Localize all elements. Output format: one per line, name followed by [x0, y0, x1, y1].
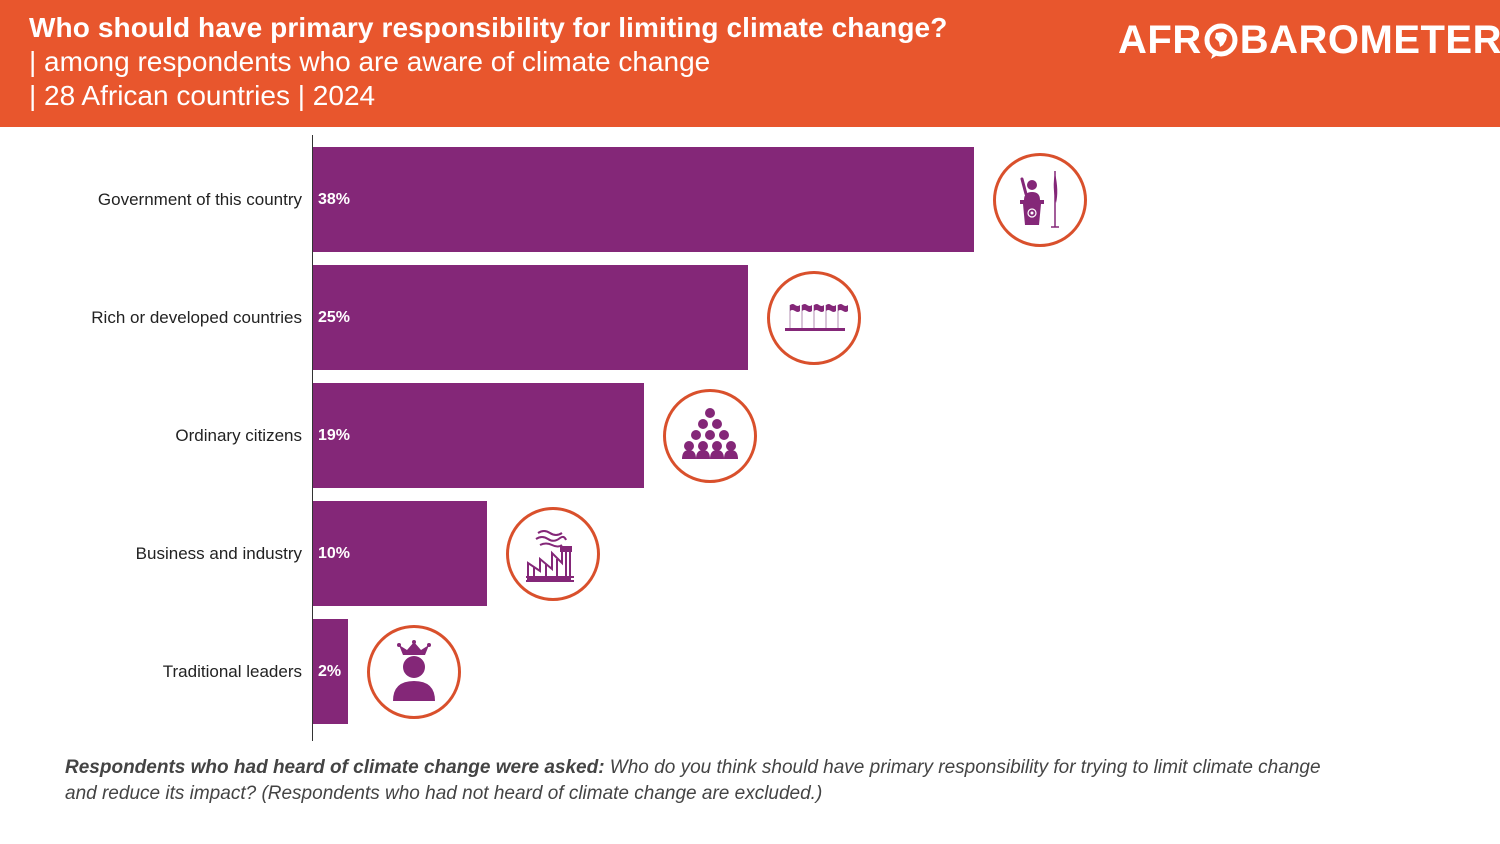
crowd-icon — [662, 388, 757, 483]
bar — [313, 147, 974, 252]
header-banner: Who should have primary responsibility f… — [0, 0, 1500, 127]
footnote-lead: Respondents who had heard of climate cha… — [65, 757, 605, 778]
afrobarometer-logo: AFR BAROMETER — [1118, 18, 1500, 63]
category-label: Government of this country — [97, 189, 302, 209]
data-label: 19% — [318, 426, 351, 444]
logo-text-suffix: BAROMETER — [1239, 18, 1500, 62]
data-label: 2% — [318, 662, 342, 680]
category-label: Ordinary citizens — [175, 425, 302, 445]
category-label: Rich or developed countries — [91, 307, 302, 327]
footnote-question: Who do you think should have primary res… — [65, 757, 1321, 804]
bar — [313, 383, 644, 488]
chart-title: Who should have primary responsibility f… — [29, 12, 948, 43]
category-label: Business and industry — [135, 543, 302, 563]
flags-row-icon — [766, 270, 861, 365]
category-label: Traditional leaders — [162, 661, 302, 681]
crowned-person-icon — [366, 624, 461, 719]
data-label: 25% — [318, 308, 351, 326]
chart-subtitle-population: | among respondents who are aware of cli… — [29, 46, 711, 77]
bar — [313, 501, 487, 606]
bar — [313, 619, 348, 724]
data-label: 38% — [318, 190, 351, 208]
y-axis-line — [312, 135, 313, 741]
logo-text-prefix: AFR — [1118, 18, 1202, 62]
bar — [313, 265, 748, 370]
data-label: 10% — [318, 544, 351, 562]
factory-icon — [505, 506, 600, 601]
africa-speech-bubble-icon — [1203, 23, 1239, 59]
footnote: Respondents who had heard of climate cha… — [65, 755, 1325, 807]
bar-chart: Government of this country 38% Rich or dev… — [0, 127, 1500, 747]
politician-podium-icon — [993, 152, 1087, 247]
chart-subtitle-scope: | 28 African countries | 2024 — [29, 80, 376, 111]
